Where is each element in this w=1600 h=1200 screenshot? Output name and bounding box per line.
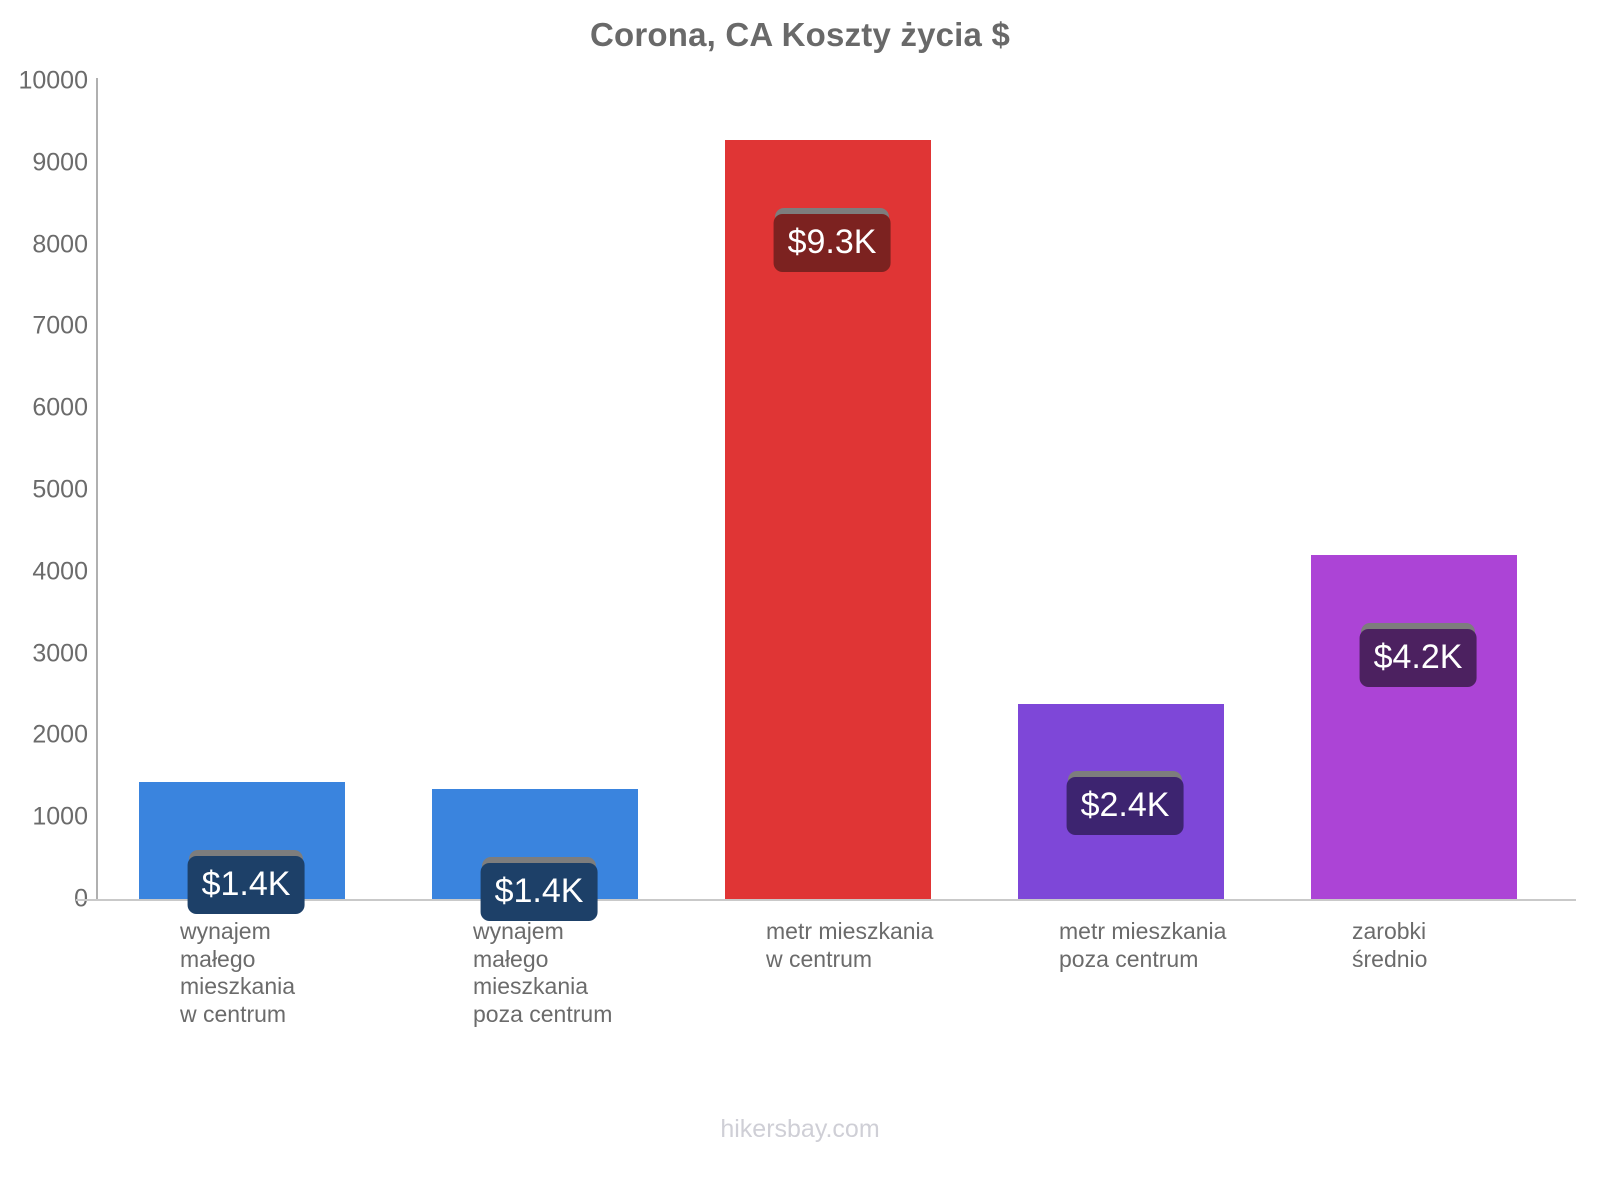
bar-value-label: $2.4K <box>1066 777 1184 836</box>
source-watermark: hikersbay.com <box>720 1115 880 1143</box>
bar-value-label: $4.2K <box>1359 628 1477 687</box>
bar-value-label: $1.4K <box>480 862 598 921</box>
y-tick-label: 3000 <box>32 639 88 668</box>
bar-value-label: $1.4K <box>187 856 305 915</box>
bar-value-label: $9.3K <box>773 213 891 272</box>
y-tick-label: 10000 <box>18 66 88 95</box>
y-tick-label: 7000 <box>32 311 88 340</box>
y-tick-label: 9000 <box>32 148 88 177</box>
chart-title: Corona, CA Koszty życia $ <box>589 16 1011 53</box>
x-axis-line <box>76 899 1576 901</box>
x-tick-label: wynajem małego mieszkania poza centrum <box>473 918 613 1027</box>
y-axis-line <box>96 78 98 899</box>
y-tick-label: 0 <box>8 885 88 914</box>
bars-layer: $1.4K $1.4K $9.3K $2.4K $4.2K <box>139 139 1517 921</box>
x-tick-label: metr mieszkania poza centrum <box>1059 918 1227 972</box>
y-tick-label: 5000 <box>32 475 88 504</box>
y-axis-tick-labels: 0 1000 2000 3000 4000 5000 6000 7000 8000 9000 100… <box>0 0 88 1200</box>
y-tick-label: 1000 <box>32 802 88 831</box>
x-tick-label: metr mieszkania w centrum <box>766 918 934 972</box>
y-tick-label: 4000 <box>32 557 88 586</box>
x-tick-label: wynajem małego mieszkania w centrum <box>180 918 296 1027</box>
y-tick-label: 2000 <box>32 720 88 749</box>
x-tick-label: zarobki średnio <box>1352 918 1428 972</box>
y-tick-label: 8000 <box>32 230 88 259</box>
y-tick-label: 6000 <box>32 393 88 422</box>
bar[interactable] <box>1311 554 1517 899</box>
